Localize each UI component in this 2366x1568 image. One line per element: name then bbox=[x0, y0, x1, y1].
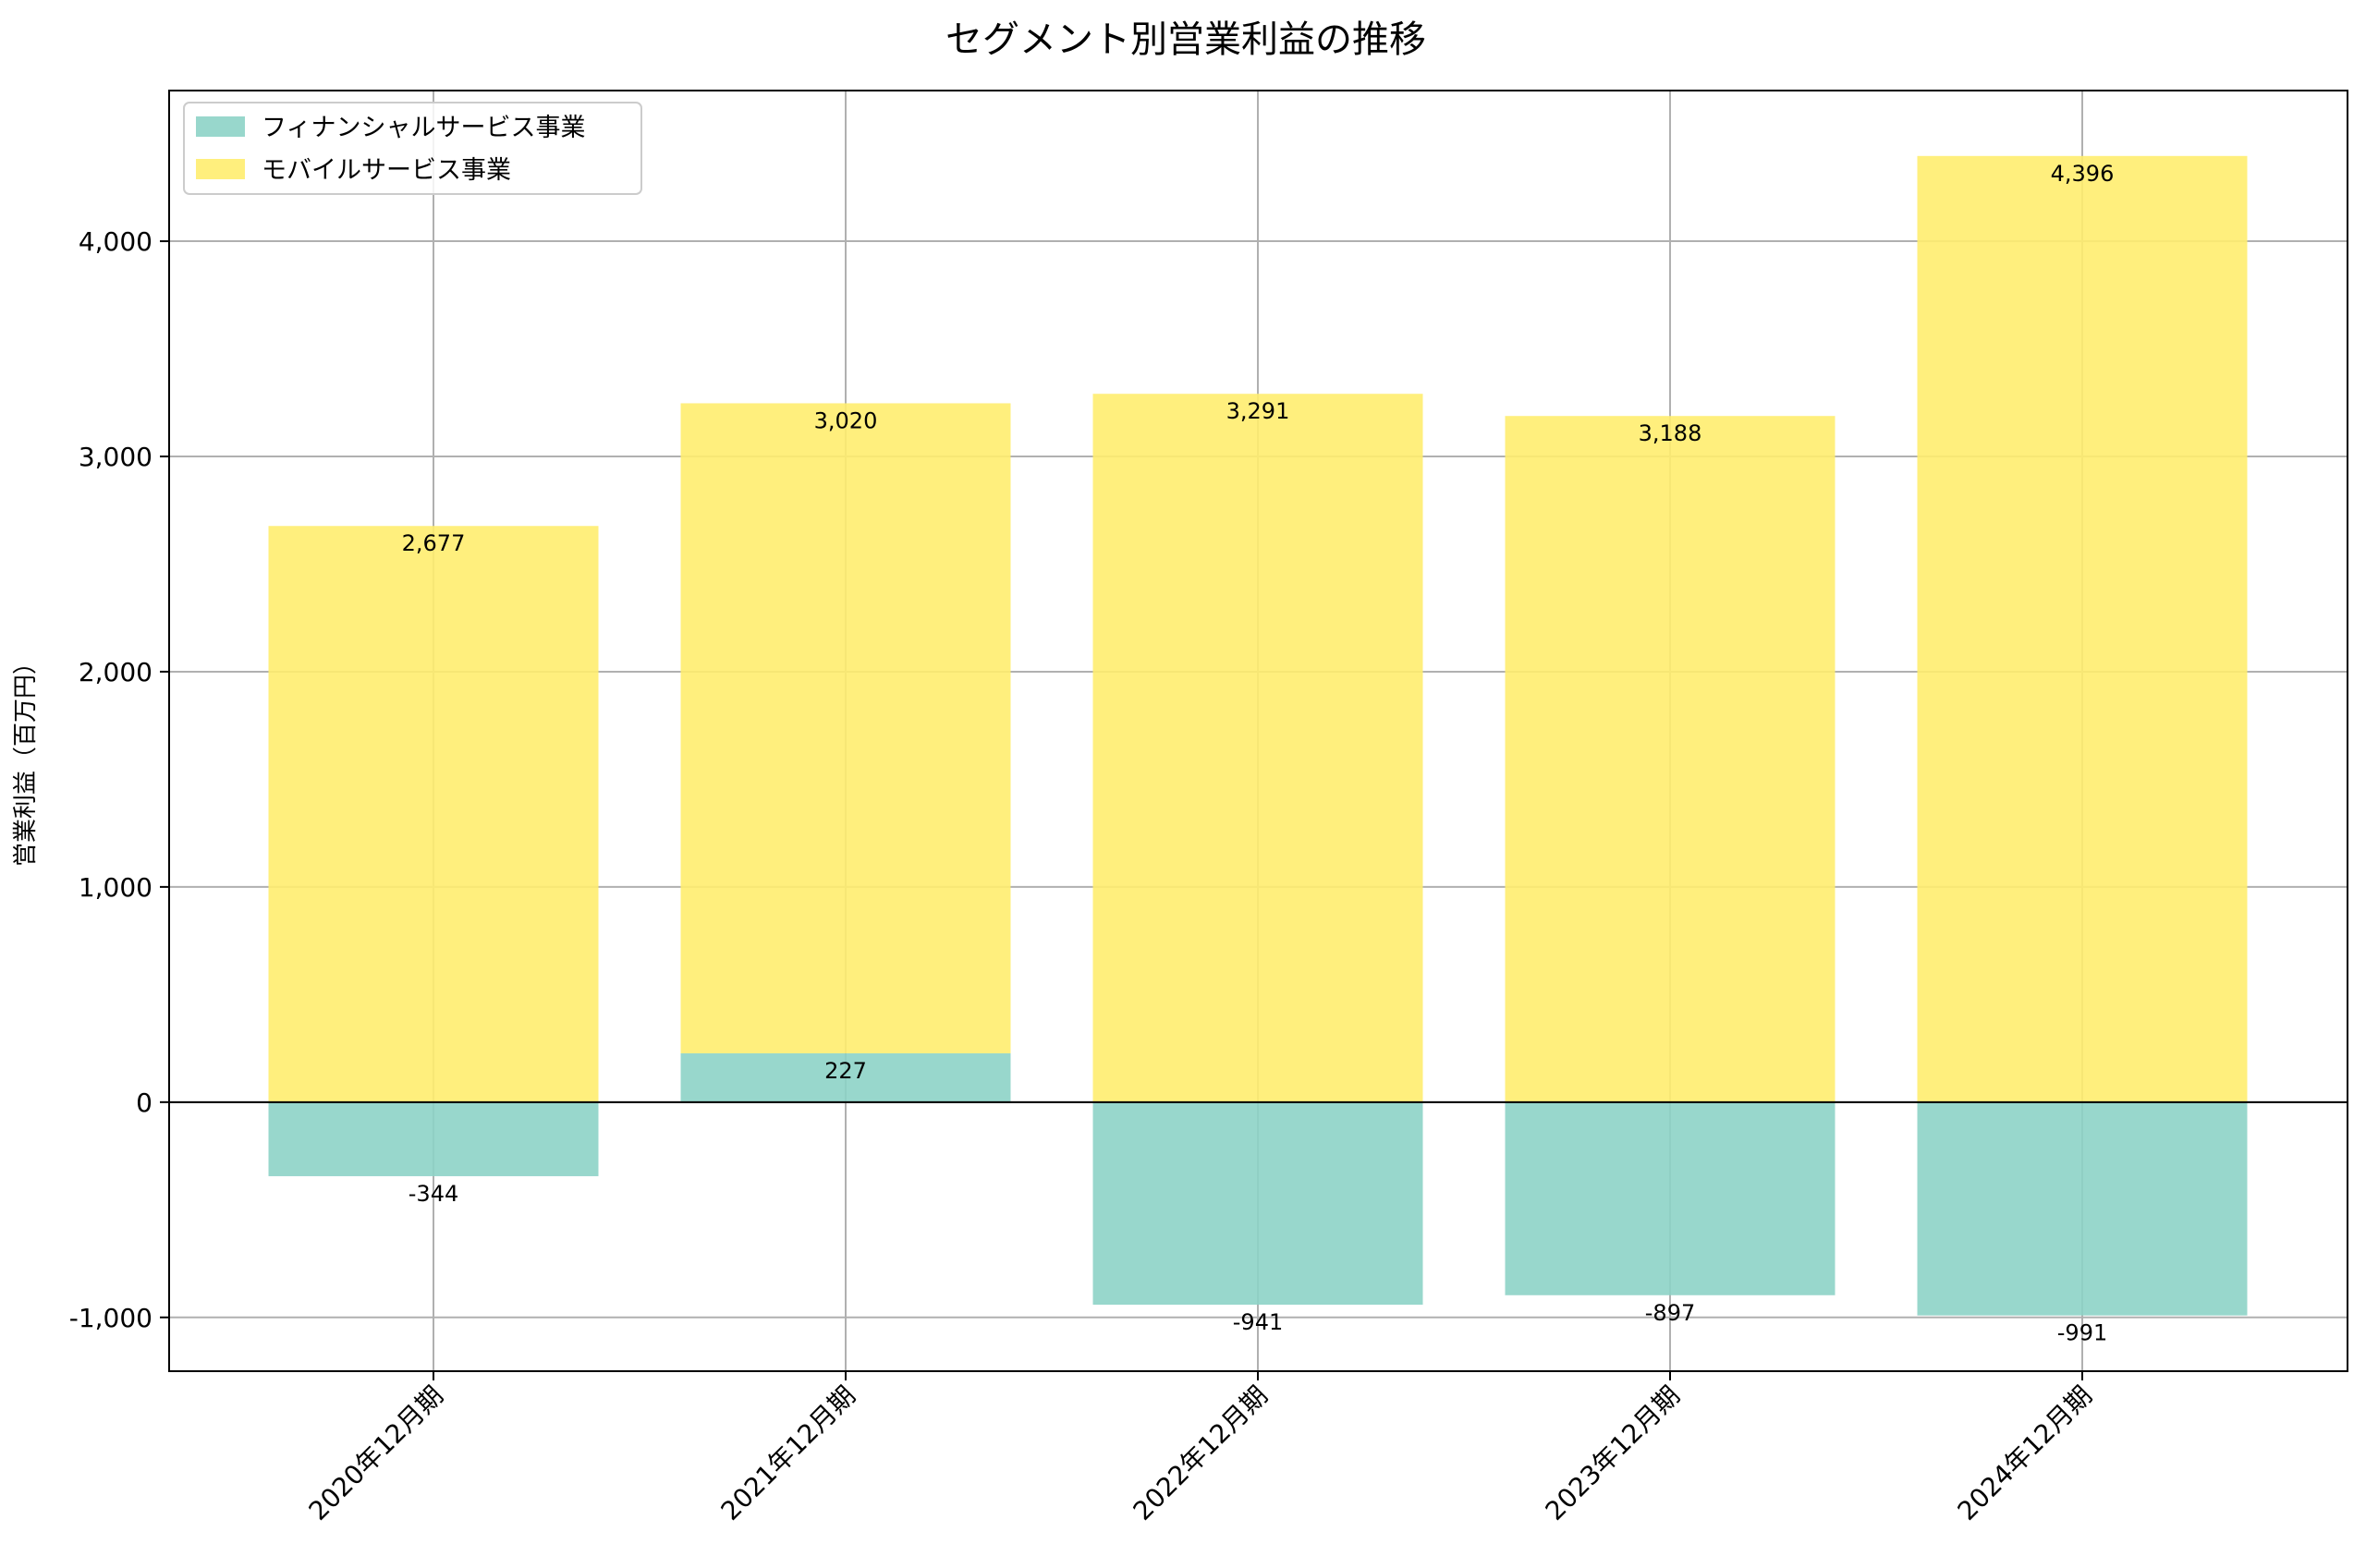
bar bbox=[680, 1052, 1011, 1102]
x-tick-label: 2020年12月期 bbox=[303, 1380, 449, 1526]
x-tick-label: 2024年12月期 bbox=[1952, 1380, 2098, 1526]
y-tick-label: 2,000 bbox=[79, 657, 152, 687]
data-label: 3,020 bbox=[814, 407, 878, 433]
data-label: 2,677 bbox=[402, 530, 466, 556]
bar bbox=[1917, 1101, 2248, 1316]
legend-label: フィナンシャルサービス事業 bbox=[262, 114, 585, 142]
data-label: 4,396 bbox=[2051, 161, 2115, 187]
x-tick-label: 2023年12月期 bbox=[1540, 1380, 1686, 1526]
legend-swatch bbox=[196, 159, 245, 179]
bars-layer bbox=[268, 155, 2248, 1316]
bar bbox=[1092, 1101, 1423, 1306]
y-tick-label: 0 bbox=[136, 1088, 152, 1118]
bar bbox=[1505, 1101, 1835, 1295]
bar bbox=[268, 1101, 599, 1176]
y-tick-label: 1,000 bbox=[79, 872, 152, 903]
y-axis-label: 営業利益（百万円） bbox=[12, 650, 40, 867]
data-label: -344 bbox=[409, 1181, 458, 1207]
y-tick-label: 4,000 bbox=[79, 226, 152, 257]
legend-label: モバイルサービス事業 bbox=[262, 156, 511, 185]
data-label: 227 bbox=[824, 1058, 867, 1084]
data-label: 3,188 bbox=[1639, 420, 1702, 446]
bar bbox=[1092, 394, 1423, 1102]
data-labels-layer: -344 227 -941 -897 -991 2,677 3,020 3,291 3,188 4… bbox=[402, 161, 2115, 1346]
data-label: -941 bbox=[1233, 1309, 1283, 1335]
x-tick-label: 2022年12月期 bbox=[1128, 1380, 1274, 1526]
data-label: -897 bbox=[1645, 1300, 1695, 1326]
y-tick-label: 3,000 bbox=[79, 442, 152, 472]
y-tick-label: -1,000 bbox=[69, 1303, 152, 1333]
legend-box bbox=[183, 102, 642, 195]
data-label: 3,291 bbox=[1226, 398, 1290, 424]
bar bbox=[1505, 416, 1835, 1102]
x-tick-label: 2021年12月期 bbox=[715, 1380, 861, 1526]
legend-swatch bbox=[196, 116, 245, 137]
bar bbox=[680, 403, 1011, 1053]
bar bbox=[268, 526, 599, 1102]
chart-title: セグメント別営業利益の推移 bbox=[945, 18, 1426, 61]
bar bbox=[1917, 155, 2248, 1102]
y-axis: -1,000 0 1,000 2,000 3,000 4,000 bbox=[69, 226, 169, 1333]
x-axis: 2020年12月期 2021年12月期 2022年12月期 2023年12月期 2024… bbox=[303, 1371, 2098, 1526]
data-label: -991 bbox=[2057, 1320, 2107, 1346]
